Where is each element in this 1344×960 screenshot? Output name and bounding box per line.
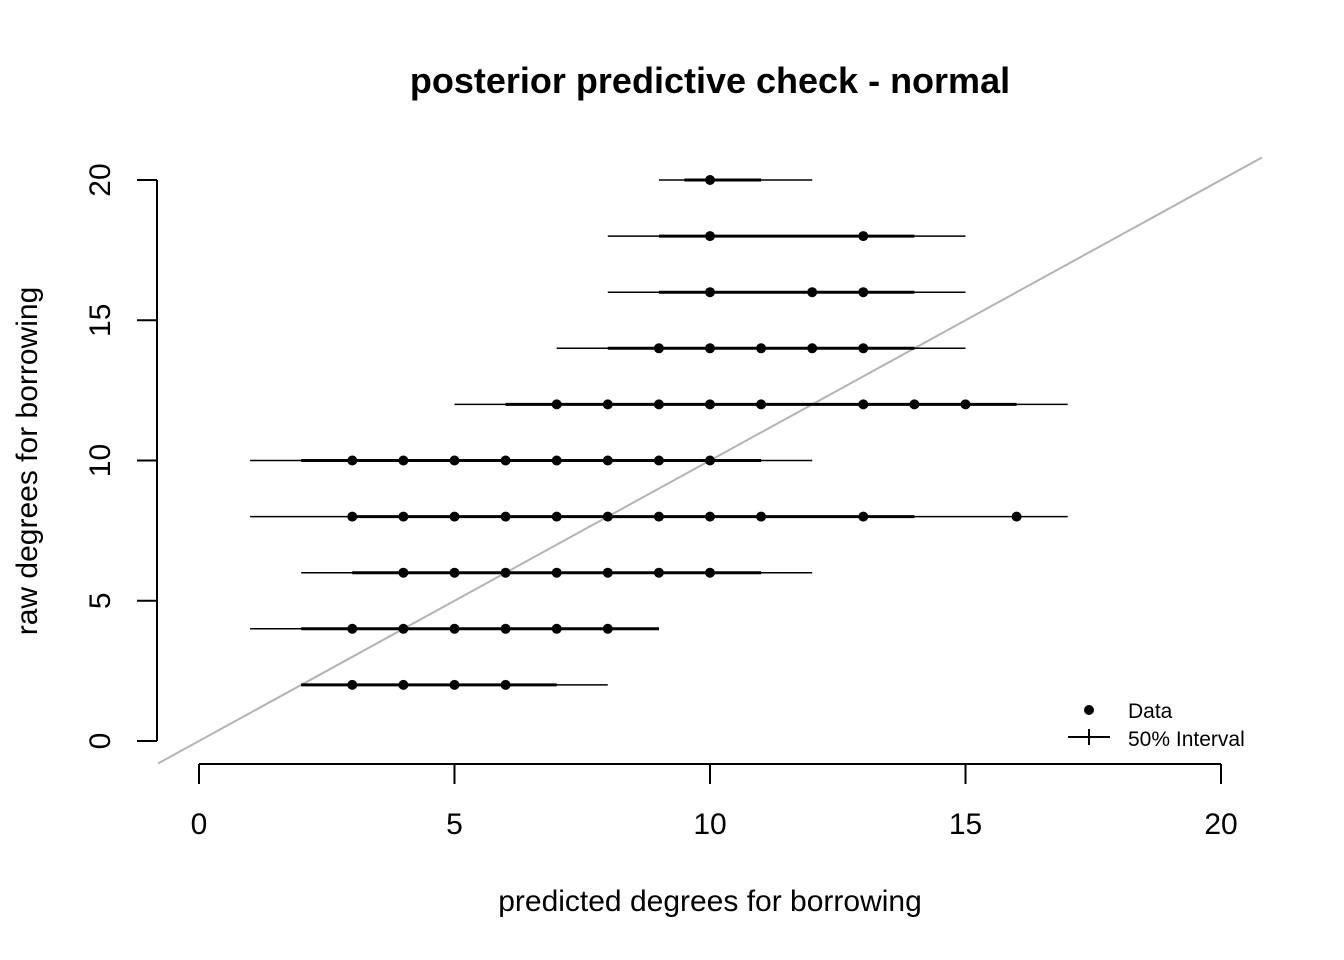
data-point	[858, 511, 869, 522]
data-point	[500, 679, 511, 690]
data-point	[858, 231, 869, 242]
data-point	[756, 343, 767, 354]
data-point	[551, 511, 562, 522]
series-row-16	[607, 287, 966, 298]
data-point	[449, 455, 460, 466]
legend-point-symbol	[1084, 705, 1094, 715]
y-tick-label: 10	[84, 444, 117, 477]
data-point	[602, 567, 613, 578]
series-row-14	[556, 343, 966, 354]
data-point	[756, 511, 767, 522]
series-row-10	[250, 455, 813, 466]
data-point	[347, 623, 358, 634]
x-tick-label: 5	[446, 808, 463, 841]
data-point	[705, 567, 715, 578]
data-point	[705, 175, 715, 185]
data-point	[347, 455, 358, 466]
data-point	[551, 567, 562, 578]
series-row-4	[250, 623, 659, 634]
data-point	[398, 455, 409, 466]
data-point	[347, 511, 358, 522]
data-point	[807, 343, 818, 354]
data-point	[602, 455, 613, 466]
data-point	[347, 679, 358, 690]
data-point	[398, 679, 409, 690]
series-row-20	[658, 175, 813, 185]
data-point	[960, 399, 971, 410]
data-point	[705, 343, 715, 354]
legend-entry-interval: 50% Interval	[1128, 728, 1245, 751]
data-point	[449, 623, 460, 634]
data-point	[858, 399, 869, 410]
data-point	[602, 623, 613, 634]
legend-entry-data: Data	[1128, 700, 1173, 723]
data-point	[705, 455, 715, 466]
data-point	[756, 399, 767, 410]
data-point	[602, 399, 613, 410]
data-point	[449, 567, 460, 578]
chart-title: posterior predictive check - normal	[410, 60, 1010, 101]
data-point	[705, 287, 715, 298]
y-axis-label: raw degrees for borrowing	[11, 287, 44, 636]
data-point	[551, 399, 562, 410]
x-tick-label: 0	[191, 808, 208, 841]
data-point	[449, 511, 460, 522]
data-point	[500, 455, 511, 466]
x-tick-label: 20	[1204, 808, 1237, 841]
data-point	[449, 679, 460, 690]
data-point	[1011, 511, 1022, 522]
data-point	[602, 511, 613, 522]
data-point	[398, 623, 409, 634]
series-row-12	[454, 399, 1068, 410]
data-point	[653, 511, 664, 522]
y-tick-label: 5	[84, 592, 117, 609]
data-point	[705, 511, 715, 522]
data-point	[653, 567, 664, 578]
data-point	[500, 623, 511, 634]
legend: Data 50% Interval	[1068, 700, 1245, 751]
data-point	[398, 511, 409, 522]
y-tick-label: 0	[84, 733, 117, 750]
y-tick-label: 20	[84, 163, 117, 196]
data-point	[807, 287, 818, 298]
data-point	[500, 567, 511, 578]
x-axis-label: predicted degrees for borrowing	[498, 885, 922, 918]
y-axis: 0 5 10 15 20	[84, 163, 158, 750]
data-point	[551, 623, 562, 634]
data-point	[653, 399, 664, 410]
data-point	[551, 455, 562, 466]
series-row-18	[607, 231, 966, 242]
series-row-8	[250, 511, 1068, 522]
y-tick-label: 15	[84, 304, 117, 337]
data-point	[653, 343, 664, 354]
data-point	[500, 511, 511, 522]
x-axis: 0 5 10 15 20	[191, 763, 1238, 841]
data-point	[909, 399, 920, 410]
data-point	[653, 455, 664, 466]
x-tick-label: 10	[693, 808, 726, 841]
data-point	[705, 231, 715, 242]
data-point	[398, 567, 409, 578]
plot-area	[157, 156, 1263, 765]
data-point	[858, 287, 869, 298]
series-row-2	[301, 679, 608, 690]
data-point	[858, 343, 869, 354]
x-tick-label: 15	[949, 808, 982, 841]
data-point	[705, 399, 715, 410]
series-row-6	[301, 567, 813, 578]
